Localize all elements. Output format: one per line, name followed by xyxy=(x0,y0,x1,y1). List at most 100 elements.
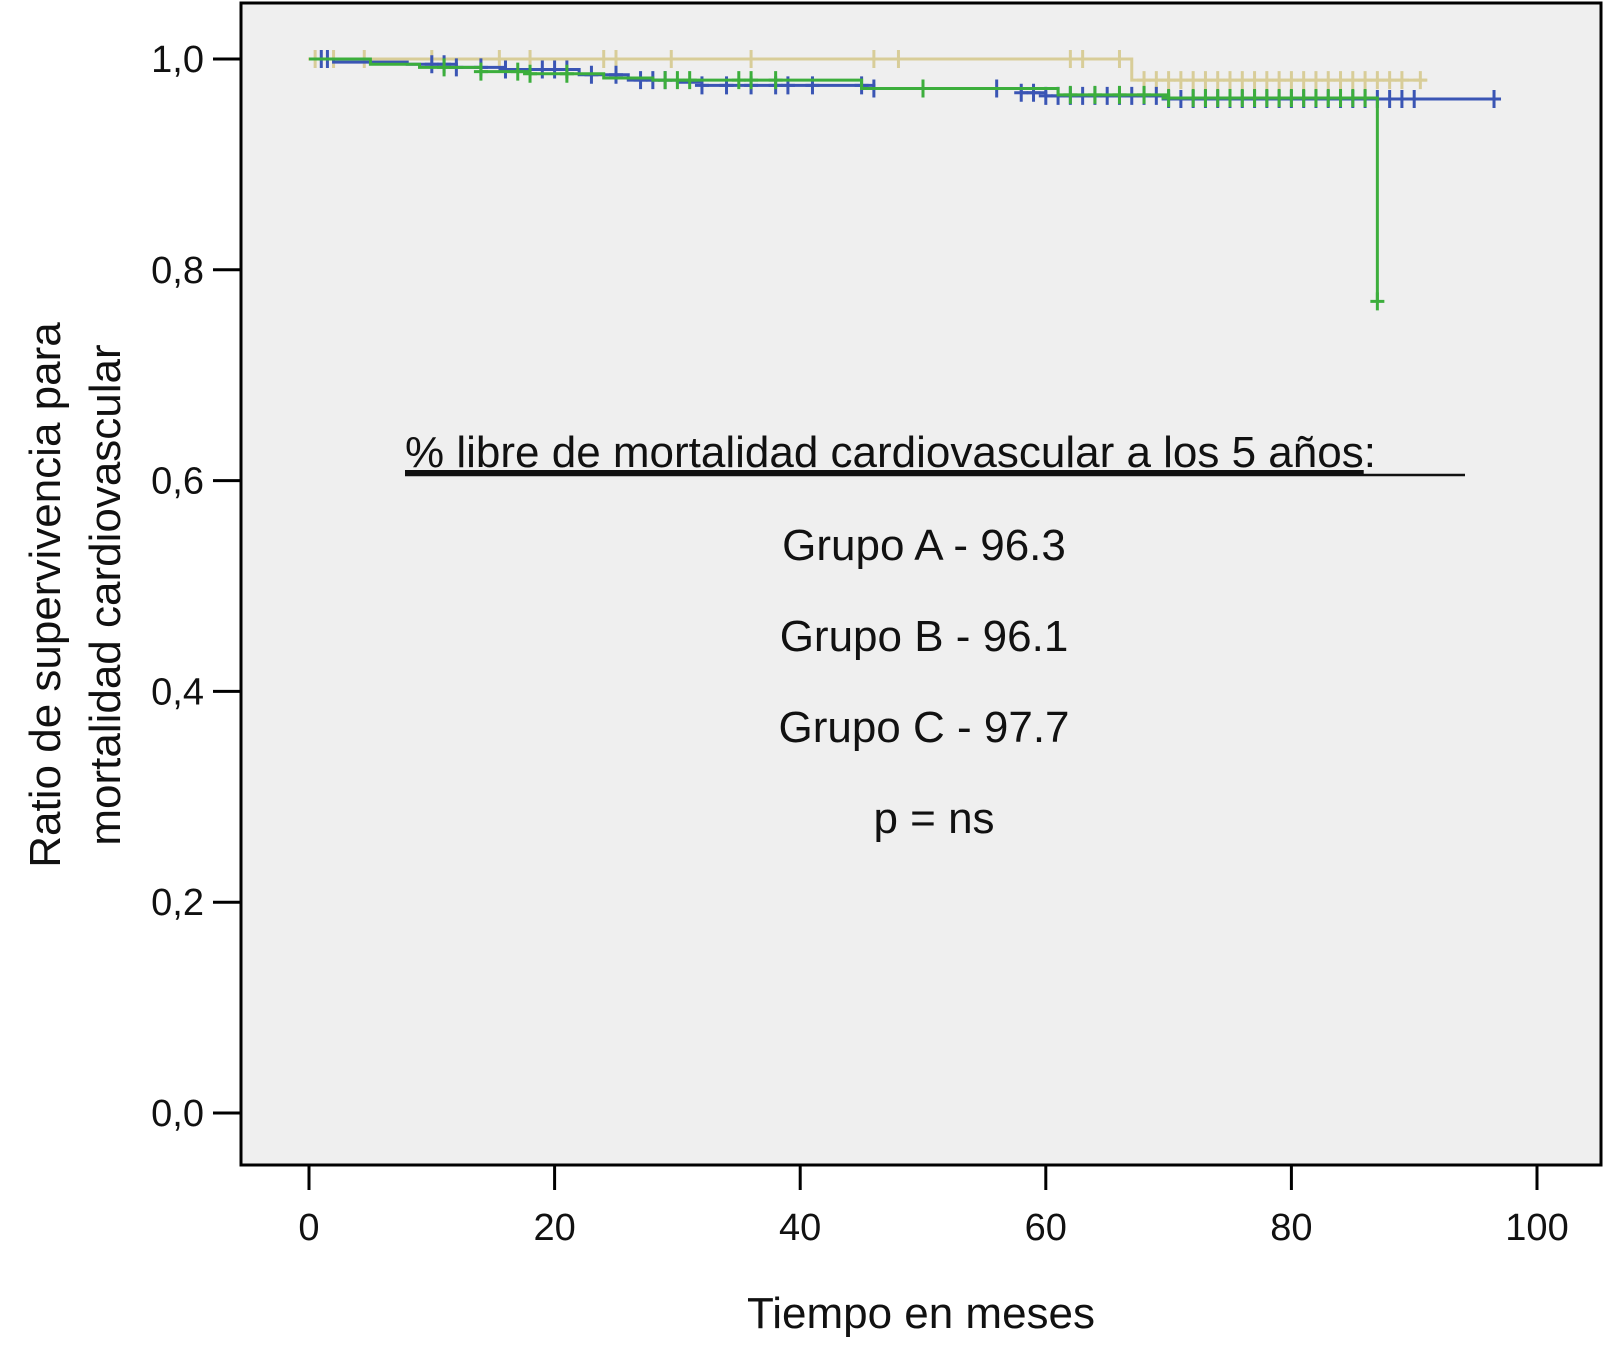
censor-mark xyxy=(510,62,525,81)
censor-mark xyxy=(866,50,881,68)
plot-area xyxy=(239,1,1603,1167)
censor-mark xyxy=(1198,88,1213,107)
censor-mark xyxy=(1394,71,1409,90)
censor-mark xyxy=(1112,85,1127,104)
censor-mark xyxy=(658,71,673,90)
censor-mark xyxy=(1161,71,1176,90)
y-axis-title: Ratio de supervivencia para mortalidad c… xyxy=(21,322,130,868)
x-tick-label: 40 xyxy=(779,1207,821,1249)
y-axis: 0,0 0,2 0,4 0,6 0,8 1,0 xyxy=(151,39,241,1135)
censor-mark xyxy=(1063,85,1078,104)
x-axis-title: Tiempo en meses xyxy=(747,1289,1095,1338)
censor-mark xyxy=(492,50,507,68)
censor-mark xyxy=(1210,71,1225,90)
censor-mark xyxy=(1358,71,1373,90)
censor-mark xyxy=(1382,90,1397,109)
censor-mark xyxy=(682,71,697,90)
censor-mark xyxy=(1382,71,1397,90)
censor-mark xyxy=(731,71,746,90)
censor-mark xyxy=(1308,71,1323,90)
y-axis-title-line-1: Ratio de supervivencia para xyxy=(21,322,70,868)
censor-mark xyxy=(1345,88,1360,107)
censor-mark xyxy=(1370,71,1385,90)
y-tick-label: 0,4 xyxy=(151,671,204,713)
censor-mark xyxy=(1198,71,1213,90)
censor-mark xyxy=(1358,88,1373,107)
annotation-block: % libre de mortalidad cardiovascular a l… xyxy=(405,428,1465,843)
censor-mark xyxy=(1284,88,1299,107)
y-tick-label: 0,2 xyxy=(151,882,204,924)
censor-mark xyxy=(768,71,783,90)
censor-mark xyxy=(744,50,759,68)
y-tick-label: 1,0 xyxy=(151,39,204,81)
censor-mark xyxy=(1247,71,1262,90)
annotation-line-p-value: p = ns xyxy=(873,794,994,843)
x-tick-label: 20 xyxy=(533,1207,575,1249)
censor-mark xyxy=(1394,90,1409,109)
y-tick-label: 0,8 xyxy=(151,250,204,292)
censor-mark xyxy=(559,64,574,83)
censor-mark xyxy=(916,79,930,98)
x-tick-label: 0 xyxy=(298,1207,319,1249)
annotation-heading-text: % libre de mortalidad cardiovascular a l… xyxy=(405,428,1364,477)
censor-mark xyxy=(1259,71,1274,90)
censor-mark xyxy=(1296,88,1311,107)
censor-mark xyxy=(1333,71,1348,90)
censor-mark xyxy=(1321,88,1336,107)
censor-mark xyxy=(1308,88,1323,107)
censor-mark xyxy=(744,71,759,90)
censor-mark xyxy=(1487,90,1502,109)
censor-mark xyxy=(1407,90,1422,109)
censor-mark xyxy=(498,60,513,79)
censor-mark xyxy=(1186,71,1201,90)
censor-mark xyxy=(891,50,906,68)
series-1 xyxy=(308,50,1428,90)
censor-mark xyxy=(1186,88,1201,107)
censor-mark xyxy=(1272,88,1287,107)
censor-mark xyxy=(424,55,439,74)
censor-mark xyxy=(1370,292,1385,311)
censor-mark xyxy=(1333,88,1348,107)
x-tick-label: 80 xyxy=(1270,1207,1312,1249)
censor-mark xyxy=(1272,71,1287,90)
censor-mark xyxy=(664,50,679,68)
censor-mark xyxy=(1284,71,1299,90)
censor-mark xyxy=(1173,71,1188,90)
censor-mark xyxy=(609,50,623,68)
y-axis-title-line-2: mortalidad cardiovascular xyxy=(81,344,130,845)
censor-mark xyxy=(1223,88,1237,107)
censor-mark xyxy=(437,58,452,77)
censor-mark xyxy=(1063,50,1078,68)
censor-mark xyxy=(1087,85,1102,104)
series-3-curve xyxy=(309,57,1379,302)
annotation-line-grupo-b: Grupo B - 96.1 xyxy=(780,612,1069,661)
censor-mark xyxy=(609,65,623,84)
censor-mark xyxy=(1014,83,1029,102)
annotation-heading-colon: : xyxy=(1364,428,1376,477)
y-tick-label: 0,0 xyxy=(151,1093,204,1135)
censor-mark xyxy=(1161,88,1176,107)
censor-mark xyxy=(1235,71,1250,90)
censor-mark xyxy=(1235,88,1250,107)
censor-mark xyxy=(473,62,488,81)
x-axis: 0 20 40 60 80 100 xyxy=(298,1165,1569,1249)
censor-mark xyxy=(596,50,611,68)
censor-mark xyxy=(1296,71,1311,90)
censor-mark xyxy=(1210,88,1225,107)
censor-mark xyxy=(633,71,648,90)
censor-mark xyxy=(523,64,538,83)
series-layer xyxy=(308,50,1502,311)
annotation-line-grupo-a: Grupo A - 96.3 xyxy=(782,521,1066,570)
censor-mark xyxy=(1075,50,1090,68)
censor-mark xyxy=(1223,71,1237,90)
series-3 xyxy=(309,57,1385,311)
censor-mark xyxy=(1112,50,1127,68)
censor-mark xyxy=(1259,88,1274,107)
censor-mark xyxy=(1247,88,1262,107)
censor-mark xyxy=(1026,83,1041,102)
censor-mark xyxy=(1345,71,1360,90)
x-tick-label: 60 xyxy=(1025,1207,1067,1249)
censor-mark xyxy=(1137,85,1152,104)
censor-mark xyxy=(535,60,550,79)
censor-mark xyxy=(670,71,685,90)
